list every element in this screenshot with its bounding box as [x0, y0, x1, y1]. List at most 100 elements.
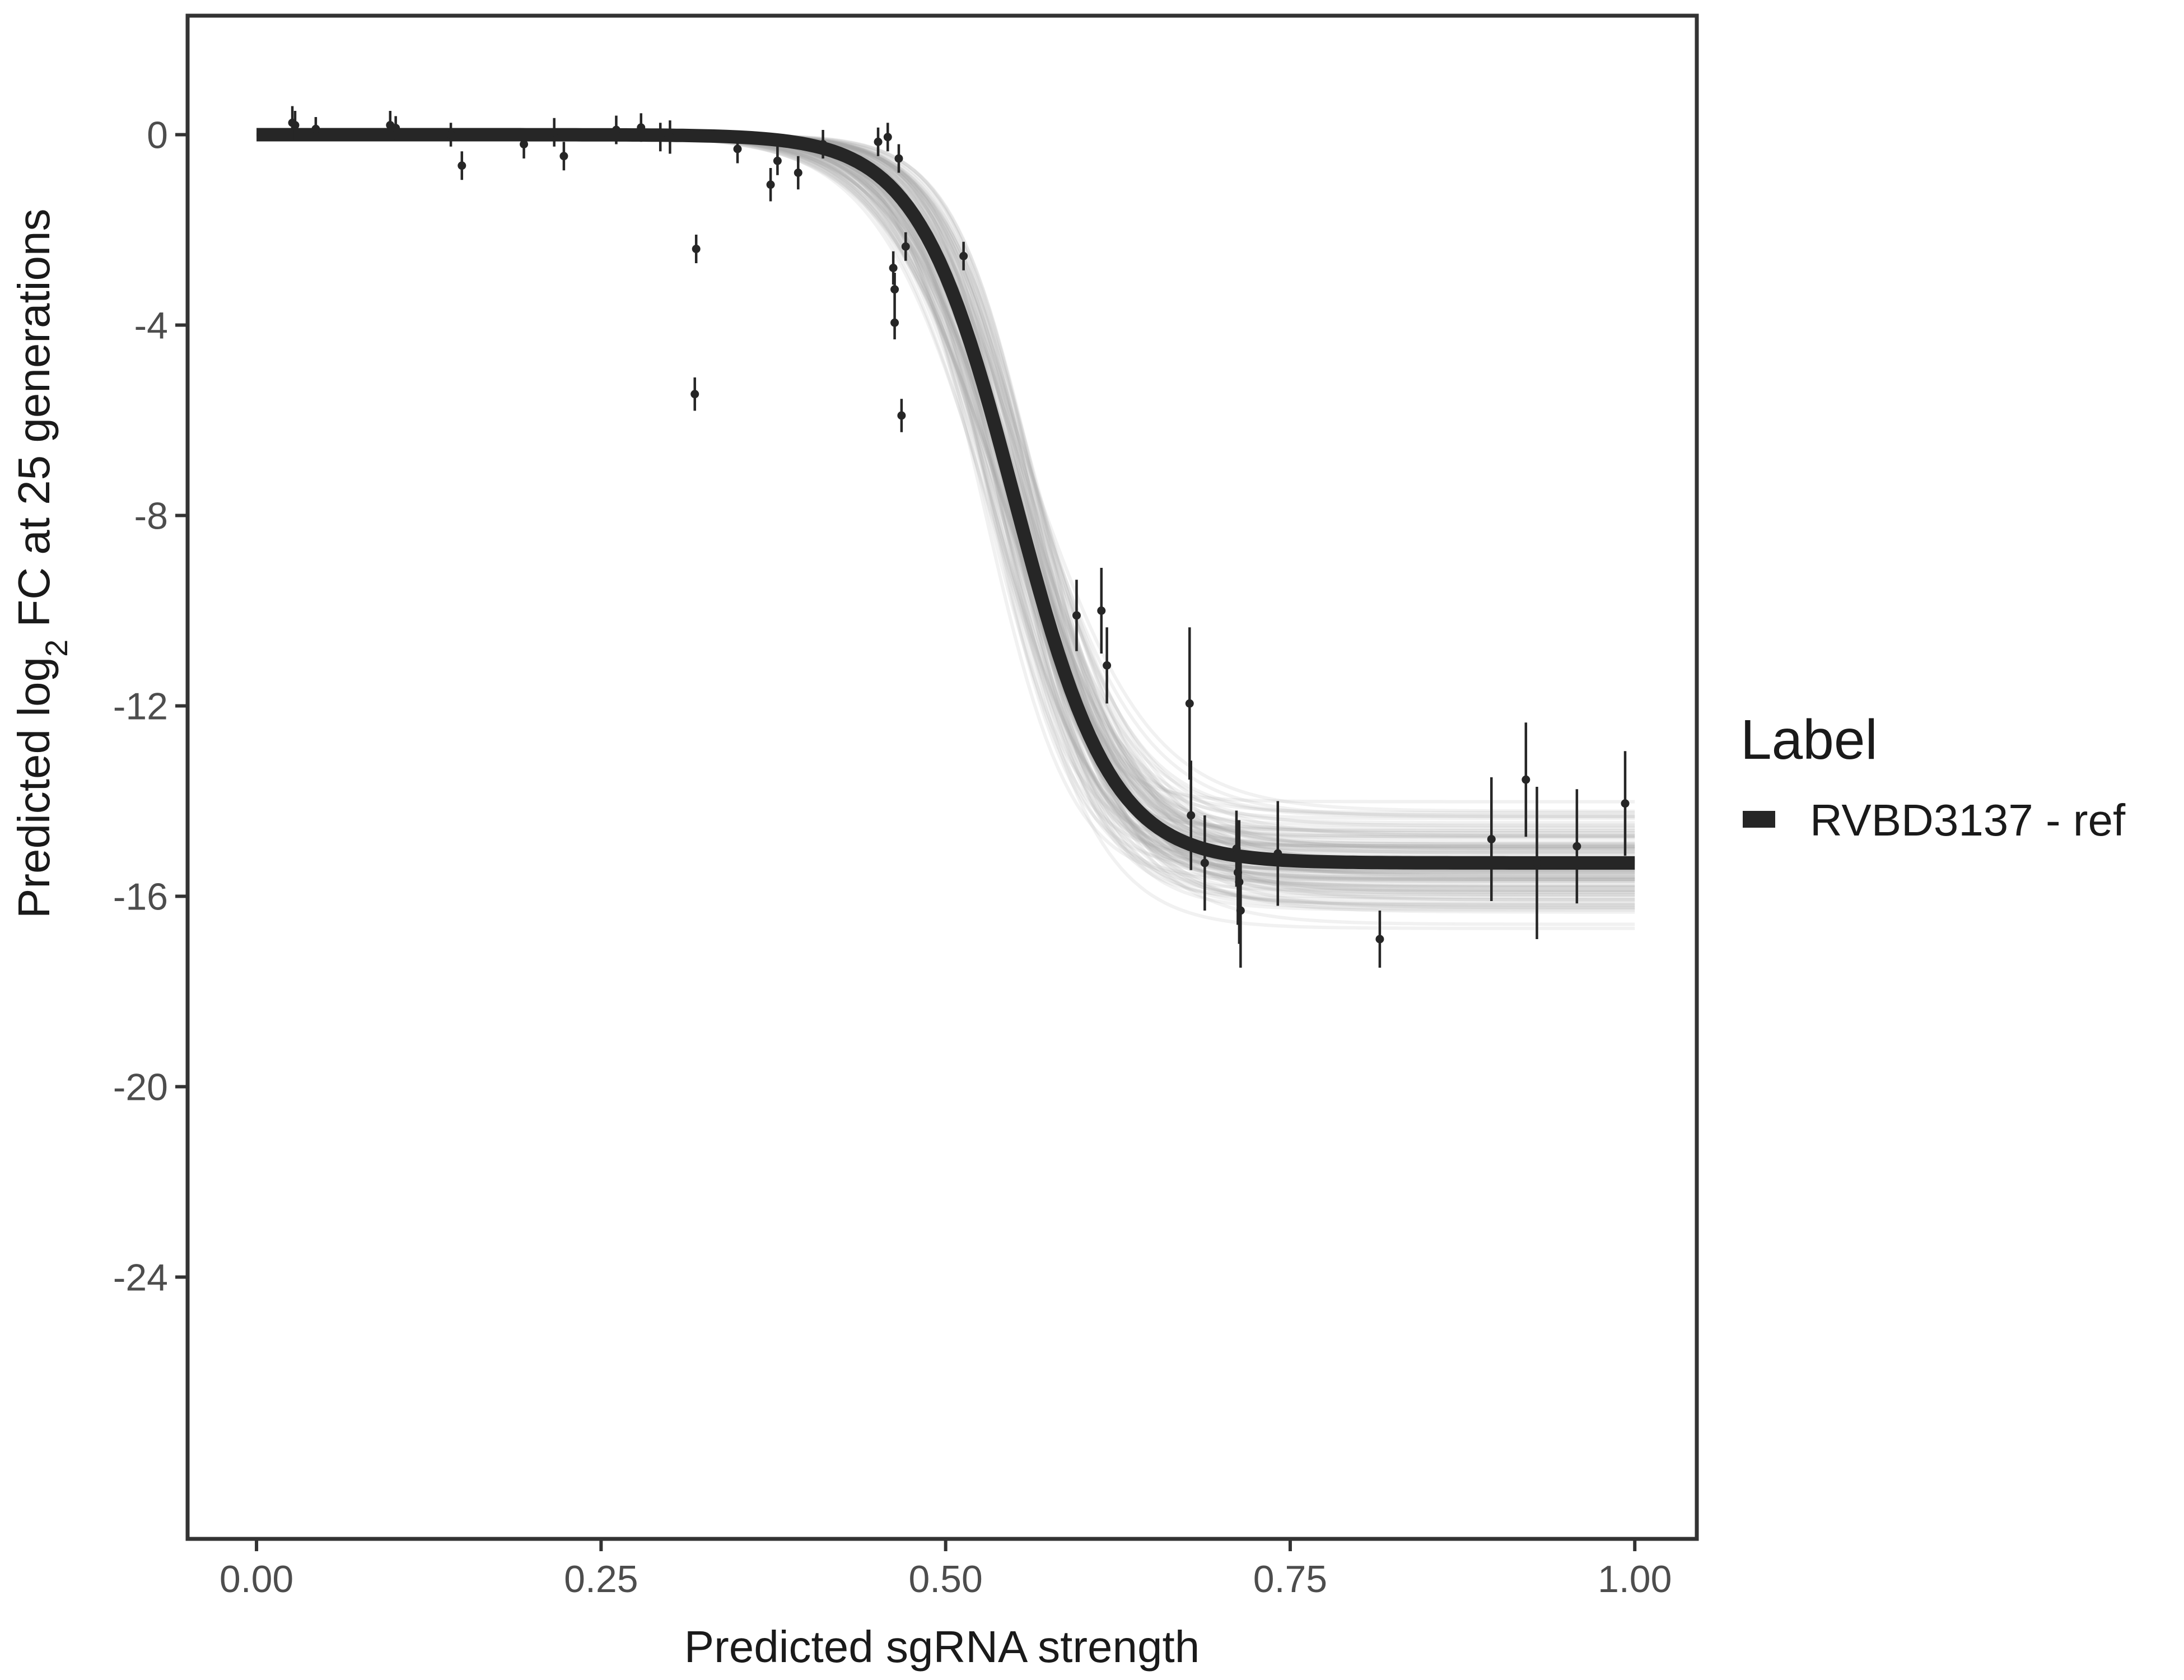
data-point: [733, 134, 742, 164]
data-point: [458, 151, 466, 180]
data-point: [1533, 787, 1542, 939]
point-marker: [612, 125, 620, 134]
point-marker: [889, 264, 898, 272]
y-axis-title-suffix: FC at 25 generations: [9, 209, 59, 640]
point-marker: [890, 285, 899, 294]
data-point: [1487, 777, 1496, 901]
data-point: [1236, 853, 1245, 968]
x-axis: 0.00 0.25 0.50 0.75 1.00: [220, 1541, 1672, 1600]
point-marker: [897, 411, 906, 420]
point-marker: [1487, 835, 1496, 843]
point-marker: [901, 242, 910, 251]
legend-label: RVBD3137 - ref: [1810, 795, 2126, 845]
data-point: [1621, 751, 1630, 856]
point-marker: [311, 124, 320, 133]
point-marker: [883, 133, 892, 142]
point-marker: [894, 154, 903, 163]
fitted-curve-layer: [256, 128, 1635, 870]
point-marker: [819, 140, 828, 148]
data-point: [889, 251, 898, 285]
data-point: [656, 123, 665, 152]
x-tick-label: 0.25: [564, 1558, 638, 1600]
point-marker: [656, 133, 665, 142]
data-point: [883, 123, 892, 152]
y-tick-label: -4: [134, 305, 168, 347]
data-point: [959, 241, 968, 270]
y-axis-title: Predicted log2 FC at 25 generations: [9, 209, 74, 918]
y-tick-label: -24: [113, 1257, 168, 1299]
point-marker: [1522, 775, 1530, 784]
legend: Label RVBD3137 - ref: [1740, 708, 2126, 845]
y-axis: 0 -4 -8 -12 -16 -20 -24: [113, 114, 186, 1299]
point-marker: [637, 123, 646, 132]
point-marker: [1273, 849, 1282, 858]
data-point: [637, 113, 646, 142]
legend-key-swatch: [1743, 811, 1775, 828]
point-marker: [1375, 935, 1384, 944]
plot-panel-border: [185, 13, 1699, 1541]
point-marker: [766, 180, 775, 189]
point-marker: [959, 251, 968, 260]
data-point: [559, 142, 568, 171]
point-marker: [1072, 611, 1081, 620]
data-point: [890, 273, 899, 306]
x-tick-label: 0.75: [1253, 1558, 1327, 1600]
point-marker: [1236, 906, 1245, 915]
point-marker: [391, 124, 400, 133]
x-tick-label: 0.00: [220, 1558, 293, 1600]
data-point: [1072, 580, 1081, 651]
point-marker: [733, 144, 742, 153]
point-marker: [690, 390, 699, 399]
data-point: [1185, 627, 1194, 780]
x-tick-label: 0.50: [908, 1558, 982, 1600]
data-point: [1522, 722, 1530, 837]
data-point: [773, 146, 782, 175]
point-marker: [1185, 699, 1194, 708]
data-point: [612, 115, 620, 144]
data-point: [890, 306, 899, 339]
point-marker: [1572, 842, 1581, 851]
data-point: [794, 156, 802, 190]
data-point: [692, 235, 701, 263]
y-axis-title-prefix: Predicted log: [9, 657, 59, 918]
data-point: [1572, 789, 1581, 904]
y-tick-label: 0: [147, 114, 168, 157]
point-marker: [1097, 606, 1106, 615]
y-axis-title-subscript: 2: [39, 640, 74, 657]
data-point: [1273, 801, 1282, 906]
point-marker: [1533, 858, 1542, 867]
data-point: [901, 232, 910, 261]
fitted-curve: [256, 128, 1635, 870]
data-point: [874, 127, 883, 156]
data-point: [311, 117, 320, 141]
data-point: [446, 123, 455, 147]
data-point: [1097, 568, 1106, 654]
point-marker: [773, 156, 782, 165]
data-point: [690, 377, 699, 411]
data-point: [894, 144, 903, 173]
point-marker: [1200, 858, 1209, 867]
legend-title: Label: [1740, 708, 1878, 771]
point-marker: [890, 318, 899, 327]
data-point: [897, 399, 906, 432]
point-marker: [874, 137, 883, 146]
data-point: [766, 168, 775, 202]
point-marker: [291, 121, 300, 129]
y-tick-label: -16: [113, 876, 168, 918]
point-marker: [1621, 799, 1630, 808]
data-points: [288, 106, 1630, 968]
point-marker: [794, 169, 802, 177]
data-point: [1375, 911, 1384, 968]
point-marker: [446, 130, 455, 139]
data-point: [550, 118, 559, 147]
y-tick-label: -12: [113, 685, 168, 728]
data-point: [291, 111, 300, 139]
y-tick-label: -8: [134, 495, 168, 538]
point-marker: [550, 128, 559, 137]
point-marker: [520, 140, 529, 148]
data-point: [819, 130, 828, 158]
point-marker: [458, 161, 466, 170]
point-marker: [1235, 878, 1244, 886]
